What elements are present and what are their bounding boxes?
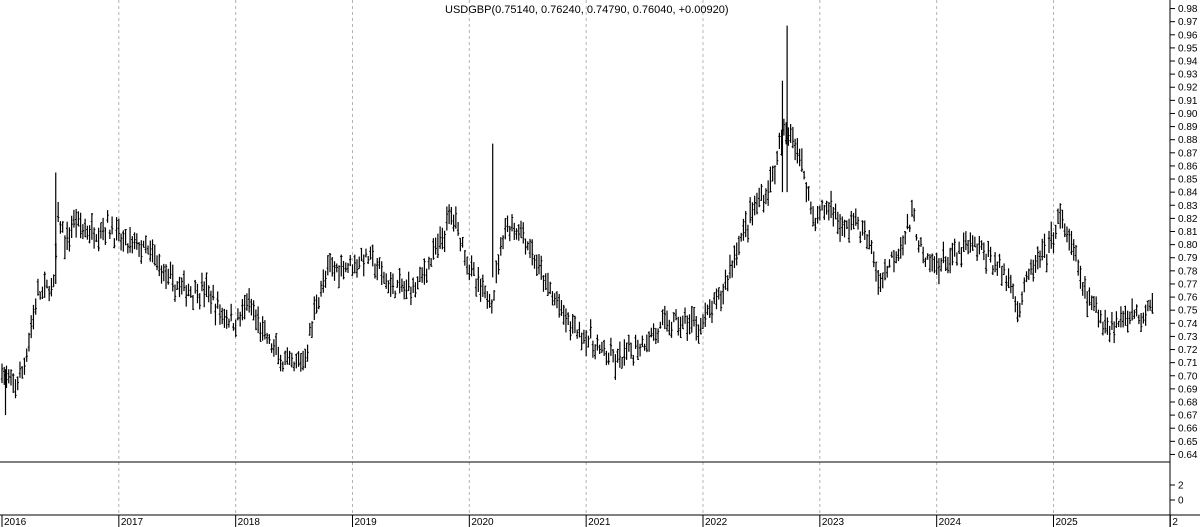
y-tick-label: 0.92 — [1178, 83, 1198, 94]
x-tick-label: 2019 — [355, 517, 378, 527]
x-tick-label: 2 — [1172, 517, 1178, 527]
x-tick-label: 2024 — [939, 517, 962, 527]
y-tick-label: 0.66 — [1178, 424, 1198, 435]
y-tick-label: 0.88 — [1178, 135, 1198, 146]
volume-tick-label: 2 — [1178, 481, 1184, 492]
y-tick-label: 0.74 — [1178, 319, 1198, 330]
y-tick-label: 0.83 — [1178, 201, 1198, 212]
y-tick-label: 0.65 — [1178, 437, 1198, 448]
vertical-gridlines — [118, 0, 1055, 515]
chart-ohlc-summary: (0.75140, 0.76240, 0.74790, 0.76040, +0.… — [491, 4, 728, 16]
y-tick-label: 0.69 — [1178, 384, 1198, 395]
y-tick-label: 0.70 — [1178, 371, 1198, 382]
x-tick-label: 2022 — [705, 517, 728, 527]
y-tick-label: 0.87 — [1178, 148, 1198, 159]
y-tick-label: 0.81 — [1178, 227, 1198, 238]
ohlc-bars — [0, 25, 1154, 416]
y-tick-label: 0.76 — [1178, 293, 1198, 304]
x-tick-label: 2021 — [588, 517, 611, 527]
y-axis-ticks: 0.98 0.97 0.96 0.95 0.94 0.93 0.92 0.91 0.90 0.89… — [1170, 4, 1198, 461]
y-tick-label: 0.79 — [1178, 253, 1198, 264]
y-tick-label: 0.96 — [1178, 30, 1198, 41]
y-tick-label: 0.77 — [1178, 279, 1198, 290]
y-tick-label: 0.90 — [1178, 109, 1198, 120]
x-tick-label: 2018 — [238, 517, 261, 527]
y-tick-label: 0.82 — [1178, 214, 1198, 225]
x-tick-label: 2020 — [471, 517, 494, 527]
y-tick-label: 0.93 — [1178, 70, 1198, 81]
y-tick-label: 0.97 — [1178, 17, 1198, 28]
y-tick-label: 0.80 — [1178, 240, 1198, 251]
x-tick-label: 2025 — [1056, 517, 1079, 527]
y-tick-label: 0.64 — [1178, 450, 1198, 461]
y-tick-label: 0.91 — [1178, 96, 1198, 107]
y-tick-label: 0.75 — [1178, 306, 1198, 317]
x-axis-ticks: 2016 2017 2018 2019 2020 2021 2022 2023 2024 2025… — [1, 515, 1178, 527]
y-tick-label: 0.73 — [1178, 332, 1198, 343]
y-tick-label: 0.85 — [1178, 175, 1198, 186]
y-tick-label: 0.98 — [1178, 4, 1198, 15]
y-tick-label: 0.72 — [1178, 345, 1198, 356]
y-tick-label: 0.68 — [1178, 397, 1198, 408]
chart-title-symbol: USDGBP — [445, 4, 491, 16]
volume-axis-ticks: 20 — [1170, 481, 1184, 507]
y-tick-label: 0.71 — [1178, 358, 1198, 369]
y-tick-label: 0.67 — [1178, 411, 1198, 422]
y-tick-label: 0.86 — [1178, 161, 1198, 172]
x-tick-label: 2016 — [4, 517, 27, 527]
volume-tick-label: 0 — [1178, 496, 1184, 507]
y-tick-label: 0.94 — [1178, 57, 1198, 68]
y-tick-label: 0.95 — [1178, 43, 1198, 54]
x-tick-label: 2023 — [822, 517, 845, 527]
y-tick-label: 0.89 — [1178, 122, 1198, 133]
y-tick-label: 0.84 — [1178, 188, 1198, 199]
chart-title: USDGBP(0.75140, 0.76240, 0.74790, 0.7604… — [445, 4, 728, 16]
y-tick-label: 0.78 — [1178, 266, 1198, 277]
x-tick-label: 2017 — [121, 517, 144, 527]
